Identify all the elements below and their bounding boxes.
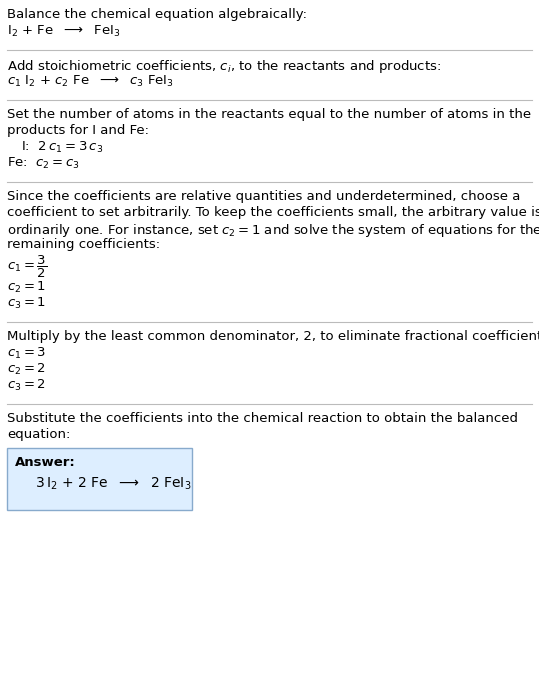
Text: Answer:: Answer: [15,456,76,469]
Text: Fe:  $c_2 = c_3$: Fe: $c_2 = c_3$ [7,156,80,171]
Text: Add stoichiometric coefficients, $c_i$, to the reactants and products:: Add stoichiometric coefficients, $c_i$, … [7,58,441,75]
Text: $c_3 = 1$: $c_3 = 1$ [7,296,46,311]
Text: equation:: equation: [7,428,71,441]
Text: $c_1 = 3$: $c_1 = 3$ [7,346,46,361]
Text: remaining coefficients:: remaining coefficients: [7,238,160,251]
Text: $3\,\mathrm{I_2}$ + 2 Fe  $\longrightarrow$  2 $\mathrm{FeI_3}$: $3\,\mathrm{I_2}$ + 2 Fe $\longrightarro… [35,476,191,493]
Text: products for I and Fe:: products for I and Fe: [7,124,149,137]
Text: Set the number of atoms in the reactants equal to the number of atoms in the: Set the number of atoms in the reactants… [7,108,531,121]
Text: $\mathrm{I_2}$ + Fe  $\longrightarrow$  $\mathrm{FeI_3}$: $\mathrm{I_2}$ + Fe $\longrightarrow$ $\… [7,24,121,39]
Text: $c_1 = \dfrac{3}{2}$: $c_1 = \dfrac{3}{2}$ [7,254,47,280]
Text: ordinarily one. For instance, set $c_2 = 1$ and solve the system of equations fo: ordinarily one. For instance, set $c_2 =… [7,222,539,239]
Text: $c_2 = 2$: $c_2 = 2$ [7,362,46,377]
FancyBboxPatch shape [7,448,192,510]
Text: coefficient to set arbitrarily. To keep the coefficients small, the arbitrary va: coefficient to set arbitrarily. To keep … [7,206,539,219]
Text: I:  $2\,c_1 = 3\,c_3$: I: $2\,c_1 = 3\,c_3$ [21,140,103,155]
Text: Since the coefficients are relative quantities and underdetermined, choose a: Since the coefficients are relative quan… [7,190,520,203]
Text: Multiply by the least common denominator, 2, to eliminate fractional coefficient: Multiply by the least common denominator… [7,330,539,343]
Text: $c_2 = 1$: $c_2 = 1$ [7,280,46,295]
Text: Substitute the coefficients into the chemical reaction to obtain the balanced: Substitute the coefficients into the che… [7,412,518,425]
Text: Balance the chemical equation algebraically:: Balance the chemical equation algebraica… [7,8,307,21]
Text: $c_3 = 2$: $c_3 = 2$ [7,378,46,393]
Text: $c_1\ \mathrm{I_2}$ + $c_2$ Fe  $\longrightarrow$  $c_3\ \mathrm{FeI_3}$: $c_1\ \mathrm{I_2}$ + $c_2$ Fe $\longrig… [7,74,174,89]
